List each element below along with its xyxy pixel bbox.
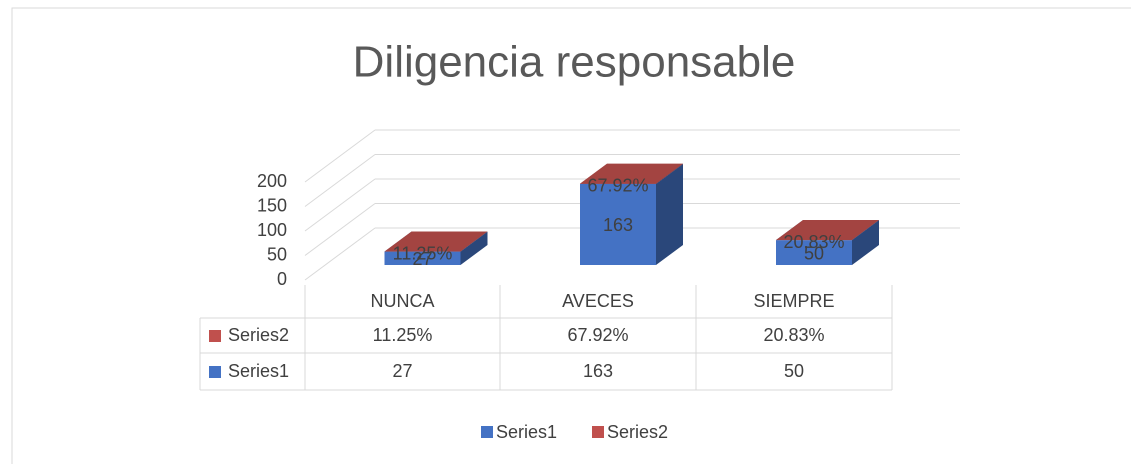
y-tick-label: 100 <box>257 220 287 240</box>
data-label: 50 <box>804 243 824 263</box>
chart-frame <box>11 7 1131 464</box>
table-row-label: Series1 <box>228 361 289 381</box>
y-tick-label: 150 <box>257 195 287 215</box>
x-tick-label: NUNCA <box>370 291 434 311</box>
bar-side <box>460 231 488 252</box>
bar-front <box>580 183 656 265</box>
table-cell: 163 <box>583 361 613 381</box>
legend-key <box>209 330 221 342</box>
bar-top <box>384 231 488 252</box>
y-tick-label: 0 <box>277 269 287 289</box>
bar-side <box>656 163 683 265</box>
table-cell: 50 <box>784 361 804 381</box>
y-tick-label: 50 <box>267 244 287 264</box>
table-cell: 20.83% <box>763 325 824 345</box>
data-label: 163 <box>603 215 633 235</box>
table-cell: 67.92% <box>567 325 628 345</box>
table-cell: 27 <box>392 361 412 381</box>
grid-line <box>304 178 376 232</box>
grid-line <box>304 203 376 256</box>
legend-key <box>209 366 221 378</box>
table-row-label: Series2 <box>228 325 289 345</box>
legend-key <box>592 426 604 438</box>
bar-front <box>776 240 852 265</box>
bar-side <box>656 163 683 184</box>
bar-side <box>852 220 879 241</box>
bar-top <box>776 220 879 241</box>
grid-line <box>304 227 376 281</box>
data-label: 67.92% <box>587 175 648 195</box>
grid-line <box>304 154 376 207</box>
grid-line <box>304 129 376 183</box>
bar-side <box>460 231 488 265</box>
bar-side <box>852 220 879 265</box>
data-label: 11.25% <box>393 243 453 263</box>
legend-key <box>481 426 493 438</box>
legend-label: Series2 <box>607 422 668 442</box>
y-tick-label: 200 <box>257 171 287 191</box>
x-tick-label: SIEMPRE <box>753 291 834 311</box>
data-label: 20.83% <box>783 232 844 252</box>
x-tick-label: AVECES <box>562 291 634 311</box>
bar <box>580 163 683 184</box>
bar <box>776 220 879 241</box>
bar-top <box>580 163 683 184</box>
data-label: 27 <box>412 249 432 269</box>
table-cell: 11.25% <box>373 325 433 345</box>
chart-title: Diligencia responsable <box>353 38 796 87</box>
bar <box>384 231 488 252</box>
bar-front <box>384 251 461 265</box>
legend-label: Series1 <box>496 422 557 442</box>
